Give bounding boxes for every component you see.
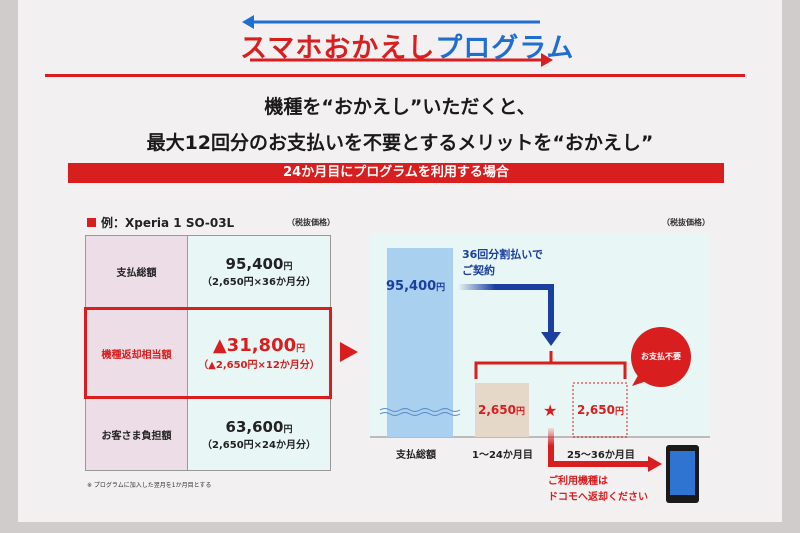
tax-note-diagram: （税抜価格） — [662, 218, 710, 227]
paid-months-bar — [475, 383, 529, 437]
table-row: 機種返却相当額 ▲31,800円 （▲2,650円×12か月分） — [86, 308, 330, 399]
row-label: 支払総額 — [86, 236, 188, 307]
label-months-1-24: 1〜24か月目 — [472, 450, 533, 461]
row-label: お客さま負担額 — [86, 399, 188, 470]
waived-months-bar — [572, 382, 628, 438]
row-label: 機種返却相当額 — [86, 308, 188, 398]
footnote: ※ プログラムに加入した翌月を1か月目とする — [87, 482, 212, 489]
table-row: 支払総額 95,400円 （2,650円×36か月分） — [86, 236, 330, 308]
amount-detail: （2,650円×24か月分） — [202, 440, 316, 451]
highlight-box — [84, 307, 332, 399]
paid-amount: 2,650円 — [478, 403, 525, 417]
arrow-down-icon — [541, 332, 561, 346]
amount-detail: （▲2,650円×12か月分） — [198, 360, 320, 371]
amount: 63,600 — [225, 418, 284, 436]
total-amount: 95,400円 — [386, 279, 446, 294]
return-device-text: ご利用機種は ドコモへ返却ください — [548, 476, 648, 503]
divider — [45, 74, 745, 77]
break-wave — [379, 408, 461, 416]
amount-detail: （2,650円×36か月分） — [202, 277, 316, 288]
contract-text: 36回分割払いで ご契約 — [462, 248, 543, 277]
arrow-right-icon — [340, 342, 358, 362]
amount: ▲31,800 — [212, 335, 297, 356]
headline-1: 機種を“おかえし”いただくと、 — [264, 96, 536, 118]
label-total: 支払総額 — [396, 450, 436, 461]
total-bar — [387, 248, 453, 437]
star-icon: ★ — [543, 401, 558, 420]
no-payment-bubble: お支払不要 — [641, 352, 681, 361]
return-arrow — [548, 428, 650, 467]
example-title: 例：Xperia 1 SO-03L — [87, 214, 234, 231]
bracket — [474, 351, 627, 379]
scenario-banner: 24か月目にプログラムを利用する場合 — [68, 163, 724, 183]
blue-arrow — [458, 284, 554, 333]
bubble — [631, 327, 691, 387]
label-months-25-36: 25〜36か月目 — [567, 450, 635, 461]
amount: 95,400 — [225, 255, 284, 273]
square-bullet-icon — [87, 218, 96, 227]
headline-2: 最大12回分のお支払いを不要とするメリットを“おかえし” — [146, 132, 654, 154]
program-logo: スマホおかえしプログラム — [240, 33, 575, 64]
waived-amount: 2,650円 — [577, 403, 624, 417]
table-row: お客さま負担額 63,600円 （2,650円×24か月分） — [86, 399, 330, 470]
arrow-right-icon — [648, 456, 662, 472]
tax-note: （税抜価格） — [287, 218, 335, 227]
